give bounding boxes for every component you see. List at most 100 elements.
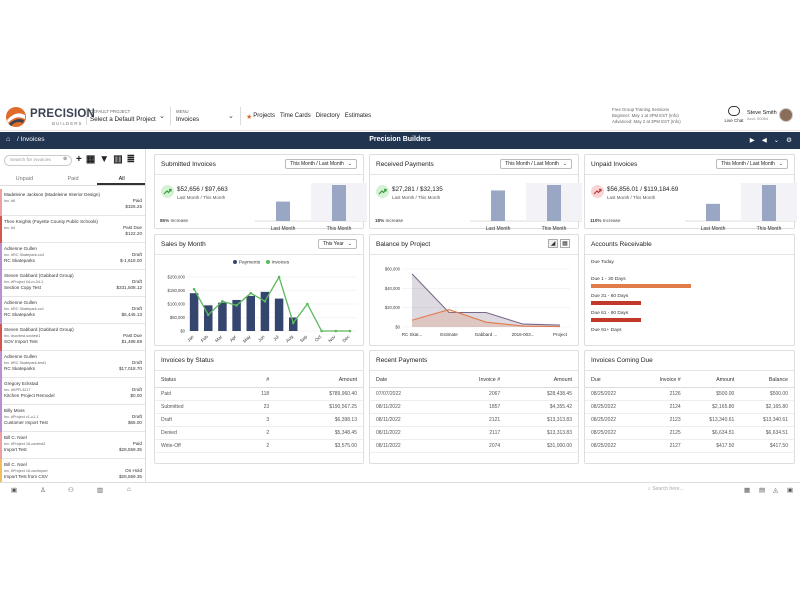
list-item[interactable]: Adrienne Gullen Inv. #RC Skatepark-test1 R… [0,351,145,378]
invoice-number: Inv. #RC Skatepark-co1 [4,307,45,311]
breadcrumb[interactable]: / Invoices [17,136,45,143]
group-icon[interactable]: ⚇ [68,487,74,494]
table-row[interactable]: 08/11/2022 2117 $13,313.83 [370,426,578,440]
table-cell: 08/11/2022 [370,413,442,427]
list-item[interactable]: Billy Moss Inv. #Project c1-c1-1 Customer … [0,405,145,432]
unpaid-invoices-card: Unpaid Invoices This Month / Last Month ⌄ $… [584,154,797,232]
column-header[interactable]: Amount [506,373,578,388]
table-cell: $31,000.00 [506,439,578,453]
point-invoices [320,329,323,333]
chevron-down-icon[interactable]: ⌄ [228,113,234,120]
list-item[interactable]: Bill C. Noel Inv. #Project 16-csvtest3 Imp… [0,432,145,459]
tab-unpaid[interactable]: Unpaid [15,176,34,182]
chevron-down-icon[interactable]: ⌄ [159,113,165,120]
avatar[interactable] [779,108,793,122]
training-advanced[interactable]: Advanced: May 2 at 3PM EST (Info) [612,119,681,124]
calendar-icon[interactable]: ▦ [744,487,751,494]
invoice-amount: $17,018.70 [119,366,142,371]
table-row[interactable]: 07/07/2022 2067 $28,438.45 [370,387,578,401]
list-item[interactable]: Theo Knights (Fayette County Public Scho… [0,216,145,243]
table-row[interactable]: 08/25/2022 2126 $500.00 $500.00 [585,387,794,401]
live-chat-button[interactable]: Live Chat [723,106,745,123]
home-icon[interactable]: ⌂ [6,136,11,143]
header-divider [170,107,171,125]
sales-period-dropdown[interactable]: This Year ⌄ [317,239,357,249]
home-outline-icon[interactable]: ⌂ [127,486,131,493]
table-icon[interactable]: ▦ [560,239,570,248]
list-item[interactable]: Gregory Eckstad Inv. #KPR-3217 Kitchen Pro… [0,378,145,405]
table-cell: Write-Off [155,439,232,453]
period-dropdown[interactable]: This Month / Last Month ⌄ [716,159,788,169]
menu-selector[interactable]: MENU Invoices [176,109,199,123]
sort-icon[interactable]: ≣ [126,154,136,165]
period-dropdown[interactable]: This Month / Last Month ⌄ [500,159,572,169]
book-icon[interactable]: ▥ [113,154,123,165]
table-row[interactable]: Paid 118 $789,960.40 [155,387,363,401]
nav-directory[interactable]: Directory [315,113,340,119]
table-row[interactable]: 08/25/2022 2123 $13,340.61 $13,340.61 [585,413,794,427]
user-icon[interactable]: ♙ [40,487,46,494]
column-header[interactable]: Amount [686,373,741,388]
nav-estimates[interactable]: Estimates [344,113,372,119]
period-dropdown[interactable]: This Month / Last Month ⌄ [285,159,357,169]
chevron-down-icon[interactable]: ⌄ [773,137,780,144]
notes-icon[interactable]: ▤ [759,487,766,494]
list-item[interactable]: Steven Gabbard (Gabbard Group) Inv. #Proj… [0,270,145,297]
list-item[interactable]: Steven Gabbard (Gabbard Group) Inv. #sovt… [0,324,145,351]
table-row[interactable]: 08/11/2022 1857 $4,355.42 [370,400,578,414]
table-row[interactable]: 08/25/2022 2125 $6,634.51 $6,634.51 [585,426,794,440]
list-item[interactable]: Adrienne Gullen Inv. #RC Skatepark-co1 RC … [0,297,145,324]
column-header[interactable]: Invoice # [638,373,687,388]
list-item[interactable]: Adrienne Gullen Inv. #RC Skatepark-co4 RC … [0,243,145,270]
table-row[interactable]: Submitted 23 $190,567.25 [155,400,363,414]
table-row[interactable]: Write-Off 2 $3,575.00 [155,439,363,453]
column-header[interactable]: Balance [740,373,794,388]
default-project-selector[interactable]: DEFAULT PROJECT Select a Default Project [90,109,156,123]
table-row[interactable]: Draft 3 $6,398.13 [155,413,363,427]
table-row[interactable]: 08/25/2022 2124 $2,165.80 $2,165.80 [585,400,794,414]
building-icon[interactable]: ▥ [97,487,104,494]
column-header[interactable]: Due [585,373,639,388]
nav-projects[interactable]: Projects [253,113,275,119]
calendar-alt-icon[interactable]: ▣ [787,487,794,494]
list-item[interactable]: Madeleine Jackson (Madeleine Interior De… [0,189,145,216]
clear-icon[interactable]: ⊗ [62,157,67,162]
table-row[interactable]: 08/11/2022 2074 $31,000.00 [370,439,578,453]
x-tick-label: Oct [314,334,323,343]
column-header[interactable]: Status [155,373,232,388]
list-item[interactable]: Bill C. Noel Inv. #Project 16-csvimport Im… [0,459,145,482]
table-row[interactable]: 08/25/2022 2127 $417.50 $417.50 [585,439,794,453]
table-row[interactable]: Denied 2 $5,348.45 [155,426,363,440]
tab-paid[interactable]: Paid [67,176,79,182]
user-menu[interactable]: Steve Smith Acct: 00064 [747,110,777,121]
column-header[interactable]: Amount [275,373,363,388]
search-input[interactable]: Search for invoices ⊗ [4,155,72,166]
card-divider [155,254,363,255]
invoice-status: On Hold [125,468,142,473]
training-info[interactable]: Free Group Training Sessions Beginner: M… [612,107,722,125]
column-header[interactable]: Invoice # [441,373,507,388]
column-header[interactable]: Date [370,373,442,388]
video-icon[interactable]: ▶ [749,137,755,144]
megaphone-icon[interactable]: ◀ [761,137,767,144]
area-chart-icon[interactable]: ◢ [548,239,558,248]
gear-icon[interactable]: ⚙ [786,137,792,144]
table-header-row: Date Invoice # Amount [370,373,578,388]
table-icon[interactable]: ▦ [85,154,96,165]
filter-icon[interactable]: ▼ [99,154,110,165]
tab-all[interactable]: All [97,174,145,185]
table-cell: $13,340.61 [686,413,741,427]
invoice-number: Inv. #RC Skatepark-co4 [4,253,45,257]
training-beginner[interactable]: Beginner: May 1 at 3PM EST (Info) [612,113,679,118]
nav-time-cards[interactable]: Time Cards [279,113,311,119]
column-header[interactable]: # [231,373,276,388]
point-invoices [291,321,295,325]
invoice-amount: $1,488.69 [121,339,142,344]
bottom-search-input[interactable]: ⌕ Search here... [648,486,684,492]
company-logo[interactable]: PRECISION BUILDERS [5,106,95,128]
add-icon[interactable]: + [76,154,82,165]
dashboard-icon[interactable]: ▣ [11,487,18,494]
table-row[interactable]: 08/11/2022 2121 $13,313.83 [370,413,578,427]
bell-icon[interactable]: ◬ [773,487,778,494]
chart-legend: Payments Invoices [155,260,363,265]
